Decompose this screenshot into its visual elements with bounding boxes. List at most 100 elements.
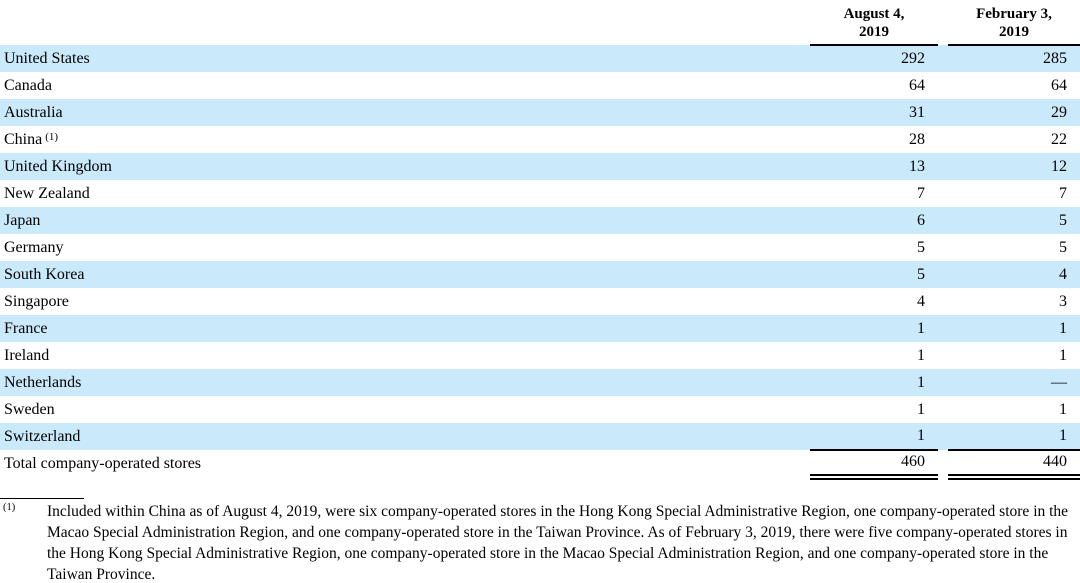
column-gap [938,126,948,153]
table-row-united-states: United States 292 285 [0,45,1080,72]
aug-value-cell: 1 [917,373,925,391]
country-cell: Netherlands [4,373,82,391]
header-line: 2019 [999,24,1029,40]
feb-value-cell: — [1051,373,1067,391]
country-cell: United Kingdom [4,157,112,175]
aug-value-cell: 5 [917,238,925,256]
aug-value-cell: 1 [917,346,925,364]
country-cell: New Zealand [4,184,90,202]
feb-value-cell: 5 [1059,211,1067,229]
footnote-divider [0,498,84,499]
column-gap [938,153,948,180]
footnote-reference: (1) [45,130,59,143]
table-row-china: China (1) 28 22 [0,126,1080,153]
total-row: Total company-operated stores 460 440 [0,449,1080,480]
country-cell: Australia [4,103,63,121]
country-cell: Japan [4,211,41,229]
column-gap [938,342,948,369]
table-row-netherlands: Netherlands 1 — [0,369,1080,396]
total-aug-value: 460 [810,449,938,480]
column-gap [938,423,948,450]
country-column-header [0,0,810,45]
feb-value-cell: 285 [1043,50,1067,67]
country-cell: Ireland [4,346,50,364]
aug-value-cell: 64 [909,76,925,94]
feb-value-cell: 4 [1059,265,1067,283]
column-header-february-3-2019: February 3, 2019 [948,0,1080,46]
column-gap [938,45,948,72]
table-row-south-korea: South Korea 5 4 [0,261,1080,288]
table-row-switzerland: Switzerland 1 1 [0,423,1080,450]
aug-value-cell: 1 [917,319,925,337]
feb-value-cell: 22 [1051,130,1067,148]
feb-value-cell: 1 [1059,346,1067,364]
feb-value-cell: 5 [1059,238,1067,256]
aug-value-cell: 4 [917,292,925,310]
country-cell: Canada [4,76,52,94]
column-gap [938,207,948,234]
aug-value-cell: 13 [909,157,925,175]
column-gap [938,315,948,342]
footnote: (1) Included within China as of August 4… [0,498,1080,583]
feb-value-cell: 7 [1059,184,1067,202]
footnote-marker: (1) [3,502,16,513]
feb-value-cell: 64 [1051,76,1067,94]
column-header-august-4-2019: August 4, 2019 [810,0,938,46]
aug-value-cell: 1 [917,400,925,418]
table-header: August 4, 2019 February 3, 2019 [0,0,1080,46]
table-row-ireland: Ireland 1 1 [0,342,1080,369]
feb-value-cell: 1 [1059,319,1067,337]
table-row-new-zealand: New Zealand 7 7 [0,180,1080,207]
header-line: 2019 [859,24,889,40]
table-body: United States 292 285 Canada 64 64 Austr… [0,45,1080,480]
feb-value-cell: 1 [1059,427,1067,444]
table-row-sweden: Sweden 1 1 [0,396,1080,423]
country-cell: China (1) [0,126,810,153]
aug-value-cell: 7 [917,184,925,202]
total-label: Total company-operated stores [4,454,202,472]
country-cell: France [4,319,48,337]
country-cell: Switzerland [4,427,81,445]
table-row-united-kingdom: United Kingdom 13 12 [0,153,1080,180]
country-cell: South Korea [4,265,85,283]
footnote-text: Included within China as of August 4, 20… [47,503,1069,583]
country-label: China [4,130,43,148]
country-cell: Sweden [4,400,55,418]
table-row-australia: Australia 31 29 [0,99,1080,126]
column-gap [938,396,948,423]
aug-value-cell: 28 [909,130,925,148]
header-row: August 4, 2019 February 3, 2019 [0,0,1080,46]
feb-value-cell: 3 [1059,292,1067,310]
country-cell: Singapore [4,292,69,310]
aug-value-cell: 31 [909,103,925,121]
table-row-germany: Germany 5 5 [0,234,1080,261]
aug-value-cell: 5 [917,265,925,283]
feb-value-cell: 12 [1051,157,1067,175]
column-gap [938,261,948,288]
aug-value-cell: 1 [917,427,925,444]
column-gap [938,450,948,477]
aug-value-cell: 6 [917,211,925,229]
column-gap [938,99,948,126]
column-gap [938,180,948,207]
column-gap [938,234,948,261]
column-gap [938,369,948,396]
column-gap [938,288,948,315]
table-row-japan: Japan 6 5 [0,207,1080,234]
feb-value-cell: 1 [1059,400,1067,418]
country-cell: United States [4,49,90,67]
column-gap [938,0,948,45]
aug-value-cell: 292 [901,50,925,67]
header-line: August 4, [843,6,905,22]
table-row-france: France 1 1 [0,315,1080,342]
footnote-body: (1) Included within China as of August 4… [0,501,1080,583]
table-row-singapore: Singapore 4 3 [0,288,1080,315]
column-gap [938,72,948,99]
feb-value-cell: 29 [1051,103,1067,121]
company-operated-stores-table: August 4, 2019 February 3, 2019 United S… [0,0,1080,480]
total-feb-value: 440 [948,449,1080,480]
header-line: February 3, [976,6,1052,22]
table-row-canada: Canada 64 64 [0,72,1080,99]
country-cell: Germany [4,238,64,256]
